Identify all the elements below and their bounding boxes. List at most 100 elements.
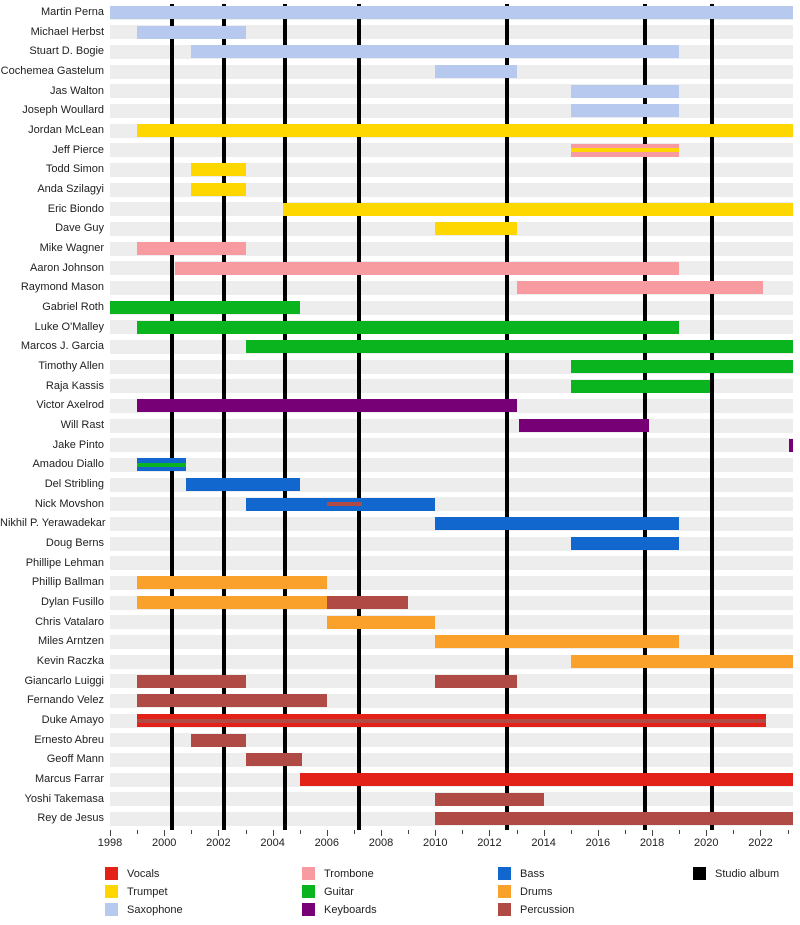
tenure-bar-nikhil-p-yerawadekar-bass bbox=[435, 517, 680, 531]
timeline-row-band bbox=[110, 103, 793, 118]
axis-year-label: 2006 bbox=[314, 837, 340, 849]
tenure-stripe-amadou-diallo-guitar bbox=[137, 462, 186, 467]
timeline-row-band bbox=[110, 536, 793, 551]
tenure-bar-jas-walton-saxophone bbox=[570, 84, 680, 98]
studio-album-line bbox=[709, 4, 714, 830]
tenure-bar-raymond-mason-trombone bbox=[516, 281, 764, 295]
axis-year-label: 2018 bbox=[639, 837, 665, 849]
axis-tick bbox=[110, 830, 111, 836]
timeline-row-band bbox=[110, 497, 793, 512]
member-label-anda-szilagyi: Anda Szilagyi bbox=[37, 183, 104, 196]
axis-tick bbox=[787, 830, 789, 834]
tenure-bar-doug-berns-bass bbox=[570, 537, 680, 551]
timeline-row-band bbox=[110, 143, 793, 158]
axis-tick bbox=[570, 830, 572, 834]
timeline-row-band bbox=[110, 733, 793, 748]
timeline-row-band bbox=[110, 615, 793, 630]
tenure-bar-mike-wagner-trombone bbox=[137, 242, 246, 256]
axis-year-label: 2008 bbox=[368, 837, 394, 849]
member-label-del-stribling: Del Stribling bbox=[44, 478, 104, 491]
legend-swatch-guitar bbox=[302, 885, 315, 898]
tenure-stripe-duke-amayo-percussion bbox=[137, 718, 766, 723]
member-label-dylan-fusillo: Dylan Fusillo bbox=[41, 596, 104, 609]
tenure-bar-jake-pinto-keyboards bbox=[788, 438, 793, 452]
member-label-aaron-johnson: Aaron Johnson bbox=[30, 261, 104, 274]
member-label-kevin-raczka: Kevin Raczka bbox=[36, 655, 104, 668]
tenure-bar-kevin-raczka-drums bbox=[570, 655, 793, 669]
legend-swatch-vocals bbox=[105, 867, 118, 880]
tenure-bar-phillip-ballman-drums bbox=[137, 576, 327, 590]
timeline-row-band bbox=[110, 418, 793, 433]
axis-year-label: 2020 bbox=[694, 837, 719, 849]
tenure-bar-dylan-fusillo-percussion bbox=[326, 596, 409, 610]
axis-tick bbox=[516, 830, 518, 834]
tenure-bar-jordan-mclean-trumpet bbox=[137, 124, 793, 138]
studio-album-line bbox=[170, 4, 175, 830]
axis-tick bbox=[597, 830, 599, 836]
tenure-bar-marcos-j-garcia-guitar bbox=[245, 340, 793, 354]
tenure-bar-michael-herbst-saxophone bbox=[137, 25, 246, 39]
member-label-phillipe-lehman: Phillipe Lehman bbox=[25, 556, 104, 569]
member-label-michael-herbst: Michael Herbst bbox=[30, 25, 104, 38]
axis-tick bbox=[137, 830, 139, 834]
member-label-chris-vatalaro: Chris Vatalaro bbox=[35, 615, 104, 628]
legend-label-percussion: Percussion bbox=[520, 904, 575, 916]
member-label-duke-amayo: Duke Amayo bbox=[41, 714, 104, 727]
member-label-todd-simon: Todd Simon bbox=[45, 163, 104, 176]
timeline-row-band bbox=[110, 556, 793, 571]
member-label-jeff-pierce: Jeff Pierce bbox=[52, 143, 104, 156]
member-label-marcus-farrar: Marcus Farrar bbox=[34, 773, 104, 786]
tenure-bar-geoff-mann-percussion bbox=[245, 753, 303, 767]
legend-label-drums: Drums bbox=[520, 886, 553, 898]
member-label-raja-kassis: Raja Kassis bbox=[45, 379, 104, 392]
tenure-bar-todd-simon-trumpet bbox=[191, 163, 246, 177]
axis-year-label: 1998 bbox=[97, 837, 123, 849]
member-label-geoff-mann: Geoff Mann bbox=[46, 753, 104, 766]
member-label-nikhil-p-yerawadekar: Nikhil P. Yerawadekar bbox=[0, 517, 106, 530]
tenure-bar-giancarlo-luiggi-percussion bbox=[137, 674, 246, 688]
axis-year-label: 2022 bbox=[748, 837, 773, 849]
member-label-nick-movshon: Nick Movshon bbox=[34, 497, 104, 510]
member-label-giancarlo-luiggi: Giancarlo Luiggi bbox=[24, 674, 105, 687]
member-label-ernesto-abreu: Ernesto Abreu bbox=[34, 733, 104, 746]
axis-tick bbox=[435, 830, 437, 836]
axis-tick bbox=[381, 830, 383, 836]
member-label-gabriel-roth: Gabriel Roth bbox=[42, 301, 104, 314]
tenure-bar-giancarlo-luiggi-percussion bbox=[435, 674, 517, 688]
legend-label-bass: Bass bbox=[520, 868, 545, 880]
axis-year-label: 2016 bbox=[585, 837, 611, 849]
axis-tick bbox=[624, 830, 626, 834]
member-label-fernando-velez: Fernando Velez bbox=[26, 694, 104, 707]
timeline-row-band bbox=[110, 84, 793, 99]
legend-swatch-drums bbox=[498, 885, 511, 898]
member-label-phillip-ballman: Phillip Ballman bbox=[31, 576, 104, 589]
tenure-bar-dylan-fusillo-drums bbox=[137, 596, 327, 610]
tenure-bar-eric-biondo-trumpet bbox=[283, 202, 793, 216]
axis-tick bbox=[679, 830, 681, 834]
member-label-amadou-diallo: Amadou Diallo bbox=[32, 458, 104, 471]
legend-swatch-trombone bbox=[302, 867, 315, 880]
legend-swatch-percussion bbox=[498, 903, 511, 916]
legend-label-keyboards: Keyboards bbox=[324, 904, 377, 916]
member-label-eric-biondo: Eric Biondo bbox=[47, 202, 104, 215]
member-label-marcos-j-garcia: Marcos J. Garcia bbox=[20, 340, 104, 353]
axis-year-label: 2010 bbox=[422, 837, 448, 849]
axis-tick bbox=[272, 830, 274, 836]
studio-album-line bbox=[643, 4, 648, 830]
member-label-jake-pinto: Jake Pinto bbox=[52, 438, 104, 451]
axis-tick bbox=[489, 830, 491, 836]
timeline-row-band bbox=[110, 438, 793, 453]
studio-album-line bbox=[282, 4, 287, 830]
tenure-bar-anda-szilagyi-trumpet bbox=[191, 183, 246, 197]
member-label-jas-walton: Jas Walton bbox=[49, 84, 104, 97]
axis-tick bbox=[245, 830, 247, 834]
axis-tick bbox=[326, 830, 328, 836]
legend-label-saxophone: Saxophone bbox=[127, 904, 183, 916]
tenure-bar-victor-axelrod-keyboards bbox=[137, 399, 517, 413]
studio-album-line bbox=[505, 4, 510, 830]
legend-swatch-keyboards bbox=[302, 903, 315, 916]
timeline-row-band bbox=[110, 752, 793, 767]
tenure-bar-miles-arntzen-drums bbox=[435, 635, 680, 649]
member-label-jordan-mclean: Jordan McLean bbox=[28, 124, 104, 137]
